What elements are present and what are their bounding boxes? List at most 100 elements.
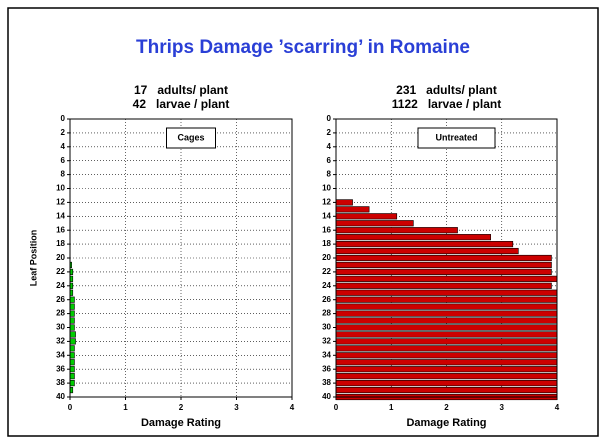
y-tick-label: 36 [322,364,331,373]
x-tick-label: 2 [444,403,449,412]
x-tick-label: 3 [500,403,505,412]
y-tick-label: 0 [327,114,332,123]
bar [335,282,552,289]
y-tick-label: 24 [56,281,65,290]
y-tick-label: 40 [322,392,331,401]
bar [69,338,76,345]
bar [335,213,398,220]
subtitle: 42 larvae / plant [133,97,230,111]
y-tick-label: 16 [322,225,331,234]
x-tick-label: 4 [290,403,295,412]
y-tick-label: 4 [327,142,332,151]
y-tick-label: 30 [56,323,65,332]
bar [335,359,558,366]
y-tick-label: 28 [322,309,331,318]
y-tick-label: 20 [322,253,331,262]
bar [69,380,75,387]
bar [335,380,558,387]
y-tick-label: 38 [322,378,331,387]
bar [69,331,76,338]
y-tick-label: 0 [61,114,66,123]
legend-box [166,127,216,149]
bar [69,296,75,303]
x-tick-label: 4 [555,403,560,412]
bar [69,373,75,380]
y-tick-label: 22 [322,267,331,276]
subtitle: 17 adults/ plant [134,83,228,97]
y-tick-label: 36 [56,364,65,373]
bar [335,345,558,352]
bar [335,234,491,241]
bar [69,317,75,324]
y-tick-label: 40 [56,392,65,401]
bar [335,303,558,310]
y-axis-label: Leaf Position [28,230,38,287]
x-tick-label: 1 [123,403,128,412]
y-tick-label: 10 [56,184,65,193]
y-tick-label: 16 [56,225,65,234]
y-tick-label: 6 [61,156,66,165]
y-tick-label: 10 [322,184,331,193]
bar [335,352,558,359]
x-tick-label: 2 [179,403,184,412]
bar [335,275,558,282]
plot-border [69,118,293,398]
y-tick-label: 8 [327,170,332,179]
bar [335,254,552,262]
bar [335,289,558,296]
y-tick-label: 28 [56,309,65,318]
bar [335,338,558,345]
y-tick-label: 32 [322,337,331,346]
slide-title: Thrips Damage ’scarring’ in Romaine [136,37,470,58]
y-tick-label: 22 [56,267,65,276]
legend-box [417,127,496,149]
y-tick-label: 2 [61,128,66,137]
y-tick-label: 32 [56,337,65,346]
y-tick-label: 34 [322,350,331,359]
bar [69,324,75,331]
y-tick-label: 20 [56,253,65,262]
bar [69,310,75,317]
bar [335,386,558,394]
x-tick-label: 0 [334,403,339,412]
subtitle: 1122 larvae / plant [392,97,501,111]
bar [69,345,75,352]
x-tick-label: 1 [389,403,394,412]
x-axis-label: Damage Rating [406,417,486,429]
bar [69,352,75,359]
bar [335,366,558,373]
bar [335,247,519,255]
legend-label: Untreated [435,132,477,142]
x-tick-label: 0 [68,403,73,412]
x-tick-label: 3 [234,403,239,412]
bar [335,373,558,380]
bar [335,261,552,269]
bar [335,206,370,213]
y-tick-label: 30 [322,323,331,332]
bar [69,366,75,373]
y-tick-label: 18 [322,239,331,248]
bar [335,241,514,248]
x-axis-label: Damage Rating [141,417,221,429]
y-tick-label: 12 [56,198,65,207]
y-tick-label: 34 [56,350,65,359]
subtitle: 231 adults/ plant [396,83,497,97]
y-tick-label: 26 [322,295,331,304]
bar [335,317,558,324]
bar [335,220,414,227]
bar [335,331,558,338]
plot-border [335,118,558,398]
y-tick-label: 8 [61,170,66,179]
y-tick-label: 14 [56,211,65,220]
y-tick-label: 2 [327,128,332,137]
bar [335,310,558,317]
legend-label: Cages [177,132,204,142]
y-tick-label: 4 [61,142,66,151]
bar [335,324,558,331]
y-tick-label: 12 [322,198,331,207]
bar [335,296,558,303]
y-tick-label: 24 [322,281,331,290]
y-tick-label: 6 [327,156,332,165]
y-tick-label: 38 [56,378,65,387]
